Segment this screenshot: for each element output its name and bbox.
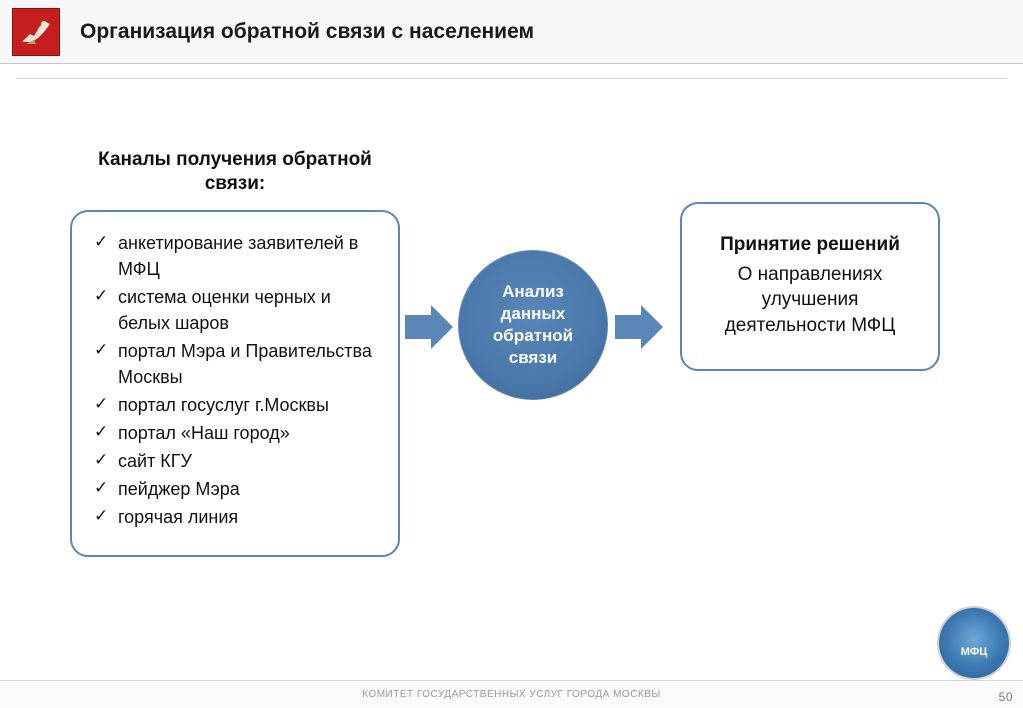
moscow-coat-of-arms-icon [12,8,60,56]
channels-item: портал госуслуг г.Москвы [92,392,378,418]
channels-item: анкетирование заявителей в МФЦ [92,230,378,282]
header-bar: Организация обратной связи с населением [0,0,1023,64]
channels-item: пейджер Мэра [92,476,378,502]
page-title: Организация обратной связи с населением [80,20,534,44]
footer-bar: КОМИТЕТ ГОСУДАРСТВЕННЫХ УСЛУГ ГОРОДА МОС… [0,680,1023,708]
channels-item: портал «Наш город» [92,420,378,446]
page-number: 50 [999,690,1013,704]
divider [16,78,1007,79]
analysis-label: Анализ данных обратной связи [473,281,593,369]
channels-box: анкетирование заявителей в МФЦсистема оц… [70,210,400,557]
channels-item: портал Мэра и Правительства Москвы [92,338,378,390]
arrow-right-icon [615,305,663,349]
footer-text: КОМИТЕТ ГОСУДАРСТВЕННЫХ УСЛУГ ГОРОДА МОС… [362,689,661,700]
decision-body: О направлениях улучшения деятельности МФ… [725,264,896,336]
channels-block: Каналы получения обратной связи: анкетир… [70,148,400,557]
arrow-right-icon [405,305,453,349]
channels-item: горячая линия [92,504,378,530]
diagram-content: Каналы получения обратной связи: анкетир… [0,110,1023,668]
mfc-badge-icon: МФЦ [939,608,1009,678]
slide: Организация обратной связи с населением … [0,0,1023,708]
channels-item: сайт КГУ [92,448,378,474]
channels-item: система оценки черных и белых шаров [92,284,378,336]
analysis-circle: Анализ данных обратной связи [458,250,608,400]
channels-heading: Каналы получения обратной связи: [70,148,400,196]
decision-title: Принятие решений [700,232,920,258]
channels-list: анкетирование заявителей в МФЦсистема оц… [92,230,378,531]
mfc-badge-label: МФЦ [961,646,988,658]
decision-box: Принятие решений О направлениях улучшени… [680,202,940,371]
